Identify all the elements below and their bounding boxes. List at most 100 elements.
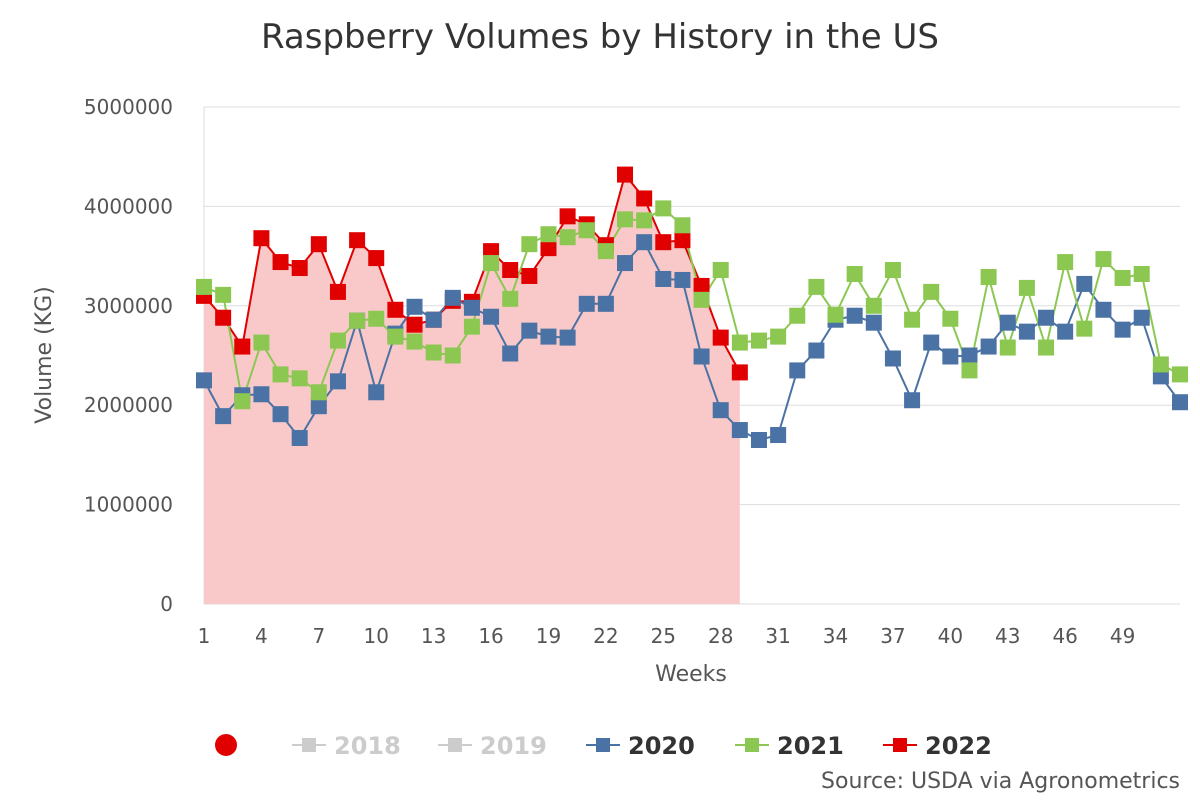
- point-2020: [1038, 309, 1055, 326]
- point-2021: [865, 297, 882, 314]
- point-2021: [942, 310, 959, 327]
- point-2021: [789, 307, 806, 324]
- legend-item-2021[interactable]: 2021: [735, 732, 844, 760]
- x-tick-label: 4: [255, 624, 268, 648]
- legend-marker: [302, 738, 316, 752]
- point-2020: [636, 234, 653, 251]
- y-tick-label: 0: [160, 592, 173, 616]
- point-2020: [750, 431, 767, 448]
- chart-title: Raspberry Volumes by History in the US: [261, 17, 939, 57]
- point-2021: [693, 291, 710, 308]
- point-2021: [1133, 265, 1150, 282]
- point-2020: [1076, 275, 1093, 292]
- legend-toggle-dot[interactable]: [215, 734, 237, 756]
- point-2020: [712, 402, 729, 419]
- x-tick-label: 46: [1052, 624, 1077, 648]
- point-2020: [904, 392, 921, 409]
- point-2020: [540, 328, 557, 345]
- point-2021: [827, 306, 844, 323]
- point-2020: [617, 255, 634, 272]
- point-2021: [1057, 254, 1074, 271]
- y-axis-title: Volume (KG): [32, 286, 57, 423]
- legend-item-2018[interactable]: 2018: [292, 732, 401, 760]
- legend-label: 2022: [925, 732, 992, 760]
- y-tick-label: 2000000: [84, 393, 173, 417]
- point-2021: [1076, 320, 1093, 337]
- point-2021: [272, 366, 289, 383]
- x-tick-label: 13: [421, 624, 446, 648]
- point-2020: [291, 430, 308, 447]
- legend-marker: [448, 738, 462, 752]
- point-2022: [731, 364, 748, 381]
- point-2020: [923, 334, 940, 351]
- point-2021: [329, 332, 346, 349]
- point-2020: [559, 329, 576, 346]
- point-2021: [425, 344, 442, 361]
- x-tick-label: 28: [708, 624, 733, 648]
- point-2021: [349, 312, 366, 329]
- point-2022: [368, 250, 385, 267]
- point-2021: [731, 334, 748, 351]
- point-2021: [1172, 366, 1188, 383]
- y-tick-label: 5000000: [84, 95, 173, 119]
- point-2021: [961, 362, 978, 379]
- point-2021: [636, 212, 653, 229]
- point-2022: [291, 260, 308, 277]
- x-tick-label: 7: [312, 624, 325, 648]
- x-axis-title: Weeks: [655, 662, 727, 687]
- point-2022: [674, 232, 691, 249]
- point-2021: [291, 370, 308, 387]
- point-2022: [406, 316, 423, 333]
- point-2021: [483, 255, 500, 272]
- point-2020: [502, 345, 519, 362]
- y-tick-label: 4000000: [84, 194, 173, 218]
- point-2021: [750, 332, 767, 349]
- point-2021: [980, 268, 997, 285]
- point-2021: [387, 328, 404, 345]
- point-2021: [674, 217, 691, 234]
- legend-marker: [893, 738, 907, 752]
- point-2021: [617, 211, 634, 228]
- point-2021: [923, 283, 940, 300]
- x-tick-label: 43: [995, 624, 1020, 648]
- legend-item-2020[interactable]: 2020: [586, 732, 695, 760]
- point-2020: [1114, 321, 1131, 338]
- point-2020: [578, 295, 595, 312]
- point-2020: [483, 308, 500, 325]
- x-tick-label: 16: [478, 624, 503, 648]
- point-2021: [310, 384, 327, 401]
- legend-item-2022[interactable]: 2022: [883, 732, 992, 760]
- point-2020: [597, 295, 614, 312]
- point-2021: [215, 286, 232, 303]
- point-2020: [444, 289, 461, 306]
- point-2022: [502, 262, 519, 279]
- point-2021: [655, 200, 672, 217]
- x-tick-label: 31: [765, 624, 790, 648]
- area-layer: [204, 174, 740, 605]
- point-2020: [865, 314, 882, 331]
- point-2020: [463, 299, 480, 316]
- point-2020: [999, 314, 1016, 331]
- point-2021: [770, 328, 787, 345]
- x-tick-label: 10: [364, 624, 389, 648]
- x-axis-ticks: 1 4 7 10 13 16 19 22 25 28 31 34 37 40 43 46 49: [198, 624, 1136, 648]
- point-2020: [368, 384, 385, 401]
- point-2021: [578, 222, 595, 239]
- point-2022: [521, 267, 538, 284]
- point-2021: [999, 339, 1016, 356]
- point-2021: [712, 262, 729, 279]
- x-tick-label: 34: [823, 624, 848, 648]
- point-2020: [329, 373, 346, 390]
- point-2020: [253, 386, 270, 403]
- legend-label: 2020: [628, 732, 695, 760]
- point-2021: [463, 318, 480, 335]
- legend-marker: [745, 738, 759, 752]
- legend-item-2019[interactable]: 2019: [438, 732, 547, 760]
- point-2022: [693, 277, 710, 294]
- point-2021: [1018, 279, 1035, 296]
- point-2020: [655, 270, 672, 287]
- point-2020: [1172, 394, 1188, 411]
- point-2021: [502, 290, 519, 307]
- point-2021: [597, 243, 614, 260]
